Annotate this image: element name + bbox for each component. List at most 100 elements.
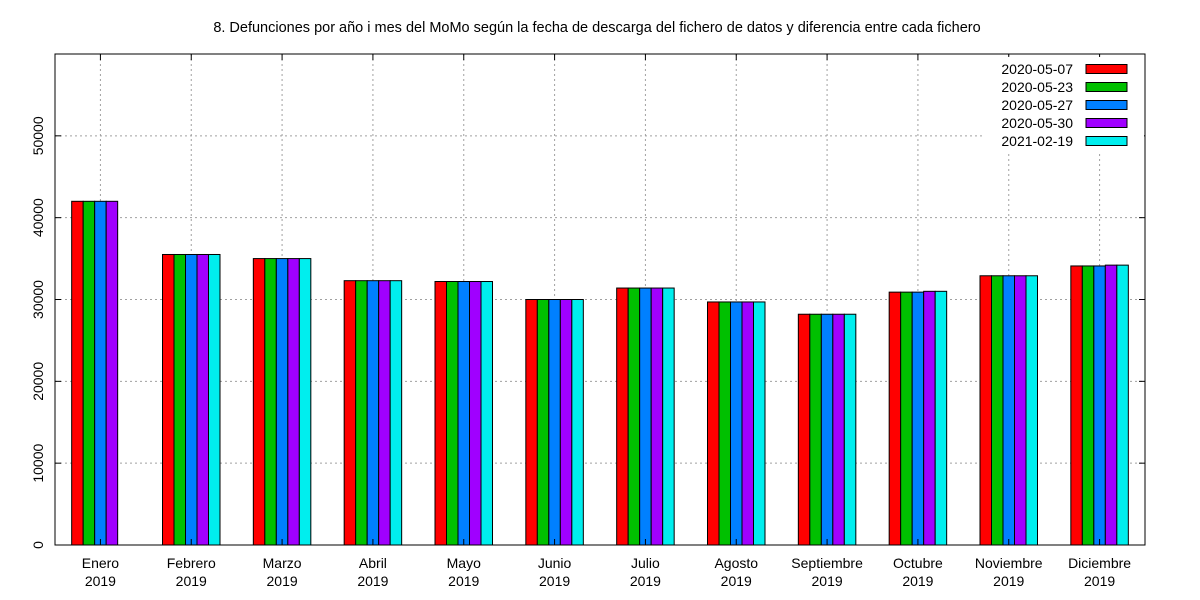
bar — [264, 258, 277, 546]
bars — [71, 200, 1129, 546]
x-tick-label: 2019 — [630, 573, 661, 589]
x-axis-ticks: Enero 2019 Febrero 2019 Marzo 2019 Abril 2019 Ma… — [82, 54, 1131, 589]
bar — [434, 281, 447, 546]
x-tick-label: 2019 — [721, 573, 752, 589]
bar — [185, 253, 198, 546]
legend-label: 2020-05-07 — [1001, 61, 1073, 77]
x-tick-label: Agosto — [714, 555, 758, 571]
legend-swatch — [1085, 64, 1128, 74]
bar — [571, 299, 584, 546]
legend-swatch — [1085, 118, 1128, 128]
x-tick-label: Abril — [359, 555, 387, 571]
bar — [446, 281, 459, 546]
bar — [343, 280, 357, 546]
x-tick-label: 2019 — [993, 573, 1024, 589]
bar — [71, 200, 84, 546]
bar — [208, 253, 221, 546]
bar — [753, 301, 766, 546]
bar — [888, 291, 902, 546]
bar — [991, 275, 1004, 546]
bar — [105, 200, 119, 546]
x-tick-label: 2019 — [85, 573, 116, 589]
bar — [162, 253, 175, 546]
bar — [469, 281, 482, 546]
bar — [1081, 265, 1095, 546]
bar — [559, 299, 573, 546]
bar — [707, 301, 720, 546]
bar — [934, 290, 948, 546]
y-tick-label: 20000 — [30, 362, 46, 401]
bar — [730, 301, 743, 546]
bar — [797, 313, 811, 546]
x-tick-label: Febrero — [167, 555, 216, 571]
bar — [627, 287, 641, 546]
y-tick-label: 0 — [30, 541, 46, 549]
bar — [741, 301, 754, 546]
x-tick-label: Diciembre — [1068, 555, 1131, 571]
bar — [355, 280, 368, 546]
x-tick-label: Enero — [82, 555, 120, 571]
legend-label: 2020-05-23 — [1001, 79, 1073, 95]
legend-swatch — [1085, 82, 1128, 92]
bar — [616, 287, 629, 546]
bar — [1025, 275, 1038, 546]
plot-frame — [54, 53, 1146, 546]
bar — [275, 258, 289, 546]
x-tick-label: Noviembre — [975, 555, 1043, 571]
x-tick-label: 2019 — [448, 573, 479, 589]
legend-swatch — [1085, 136, 1128, 146]
x-tick-label: 2019 — [812, 573, 843, 589]
bar — [173, 253, 186, 546]
legend-swatch — [1085, 100, 1128, 110]
x-tick-label: 2019 — [539, 573, 570, 589]
bar — [298, 258, 312, 546]
x-tick-label: 2019 — [902, 573, 933, 589]
bar — [1093, 265, 1106, 546]
bar — [525, 299, 538, 546]
x-tick-label: Marzo — [263, 555, 302, 571]
bar — [900, 291, 913, 546]
bar — [911, 291, 925, 546]
bar — [662, 287, 675, 546]
y-tick-label: 10000 — [30, 443, 46, 482]
bar — [923, 290, 936, 546]
bar — [378, 280, 391, 546]
chart-title: 8. Defunciones por año i mes del MoMo se… — [213, 20, 980, 36]
x-tick-label: Septiembre — [791, 555, 863, 571]
x-tick-label: 2019 — [267, 573, 298, 589]
bar — [536, 299, 550, 546]
x-tick-label: 2019 — [1084, 573, 1115, 589]
bar — [809, 313, 822, 546]
bar — [820, 313, 834, 546]
bar — [480, 281, 493, 546]
bar — [196, 253, 209, 546]
y-tick-label: 40000 — [30, 198, 46, 237]
bar — [389, 280, 403, 546]
bar — [650, 287, 664, 546]
y-tick-label: 50000 — [30, 116, 46, 155]
bar — [94, 200, 107, 546]
legend: 2020-05-07 2020-05-23 2020-05-27 2020-05-30… — [984, 57, 1144, 151]
bar — [548, 299, 561, 546]
bar — [832, 313, 845, 546]
bar — [1014, 275, 1027, 546]
bar — [718, 301, 731, 546]
bar — [1104, 264, 1118, 546]
bar — [252, 258, 266, 546]
x-tick-label: 2019 — [176, 573, 207, 589]
x-tick-label: Octubre — [893, 555, 943, 571]
bar — [287, 258, 300, 546]
bar — [1116, 264, 1129, 546]
bar — [457, 281, 470, 546]
bar — [979, 275, 992, 546]
bar — [639, 287, 652, 546]
legend-label: 2021-02-19 — [1001, 133, 1073, 149]
x-tick-label: Mayo — [447, 555, 481, 571]
legend-label: 2020-05-27 — [1001, 97, 1073, 113]
bar — [366, 280, 380, 546]
bar — [1070, 265, 1083, 546]
x-tick-label: Junio — [538, 555, 572, 571]
x-tick-label: 2019 — [357, 573, 388, 589]
legend-label: 2020-05-30 — [1001, 115, 1073, 131]
